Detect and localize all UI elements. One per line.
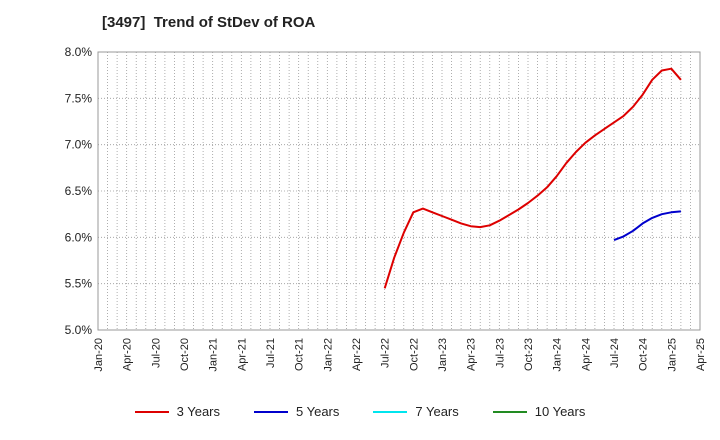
x-tick-label: Oct-24 [638, 338, 650, 371]
x-tick-label: Oct-22 [408, 338, 420, 371]
y-tick-label: 6.5% [65, 184, 93, 198]
series-layer [383, 67, 682, 289]
series-line-3-years [383, 67, 682, 289]
y-tick-label: 5.5% [65, 277, 93, 291]
legend-label-10-years: 10 Years [534, 404, 586, 419]
x-tick-label: Oct-23 [523, 338, 535, 371]
x-tick-label: Jan-22 [322, 338, 334, 372]
legend-label-5-years: 5 Years [296, 404, 340, 419]
legend-label-7-years: 7 Years [415, 404, 459, 419]
x-tick-label: Jan-25 [666, 338, 678, 372]
x-tick-label: Apr-22 [351, 338, 363, 371]
legend-swatch-7-years [373, 410, 408, 413]
legend-label-3-years: 3 Years [176, 404, 220, 419]
x-tick-label: Jan-23 [437, 338, 449, 372]
y-tick-label: 5.0% [65, 323, 93, 337]
chart-title: [3497] Trend of StDev of ROA [102, 14, 316, 31]
x-tick-label: Jul-20 [150, 338, 162, 368]
series-line-5-years [613, 210, 681, 242]
x-tick-label: Jul-22 [380, 338, 392, 368]
axis-layer: 5.0% 5.5% 6.0% 6.5% 7.0% 7.5% 8.0% Jan-20 Apr-20… [65, 45, 707, 372]
y-tick-label: 7.0% [65, 138, 93, 152]
x-tick-label: Oct-21 [294, 338, 306, 371]
x-tick-label: Jan-21 [208, 338, 220, 372]
y-tick-label: 6.0% [65, 230, 93, 244]
legend-item-7-years: 7 Years [373, 404, 459, 419]
x-tick-label: Oct-20 [179, 338, 191, 371]
legend-swatch-3-years [134, 410, 169, 413]
x-tick-label: Apr-20 [122, 338, 134, 371]
legend: 3 Years 5 Years 7 Years 10 Years [0, 404, 720, 419]
x-tick-label: Apr-25 [695, 338, 707, 371]
x-tick-label: Jul-23 [494, 338, 506, 368]
legend-swatch-5-years [254, 410, 288, 413]
x-tick-label: Jan-20 [93, 338, 105, 372]
y-tick-label: 8.0% [65, 45, 93, 59]
legend-item-3-years: 3 Years [134, 404, 220, 419]
legend-swatch-10-years [492, 410, 527, 413]
x-tick-label: Apr-23 [466, 338, 478, 371]
legend-item-5-years: 5 Years [254, 404, 339, 419]
x-tick-label: Apr-21 [236, 338, 248, 371]
x-tick-label: Jul-21 [265, 338, 277, 368]
x-tick-label: Jan-24 [552, 338, 564, 372]
x-tick-label: Jul-24 [609, 338, 621, 368]
legend-item-10-years: 10 Years [492, 404, 586, 419]
grid-layer [98, 52, 700, 330]
y-tick-label: 7.5% [65, 91, 93, 105]
x-tick-label: Apr-24 [580, 338, 592, 371]
